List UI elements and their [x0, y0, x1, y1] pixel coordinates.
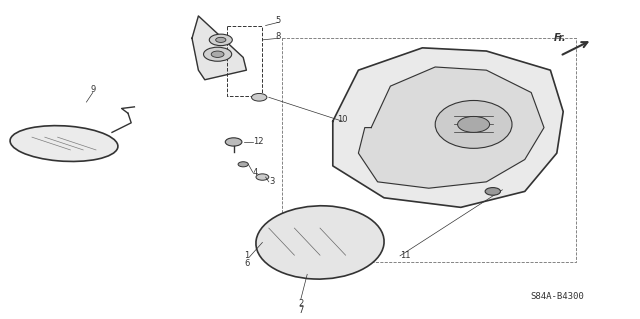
Text: 8: 8: [276, 32, 281, 41]
Ellipse shape: [256, 174, 269, 180]
Text: 10: 10: [337, 115, 348, 124]
Text: 5: 5: [276, 16, 281, 25]
Polygon shape: [333, 48, 563, 207]
Ellipse shape: [204, 47, 232, 61]
Ellipse shape: [458, 116, 490, 132]
Text: 3: 3: [269, 177, 274, 186]
Ellipse shape: [252, 93, 267, 101]
Text: 2: 2: [298, 299, 303, 308]
Ellipse shape: [238, 162, 248, 167]
Text: 11: 11: [400, 251, 410, 260]
Text: 9: 9: [90, 85, 95, 94]
Text: 4: 4: [253, 168, 258, 177]
Text: 7: 7: [298, 306, 303, 315]
Ellipse shape: [209, 34, 232, 46]
Ellipse shape: [256, 206, 384, 279]
Ellipse shape: [10, 126, 118, 161]
Text: 1: 1: [244, 251, 250, 260]
Ellipse shape: [225, 138, 242, 146]
Text: 12: 12: [253, 137, 263, 146]
Text: S84A-B4300: S84A-B4300: [530, 292, 584, 301]
Ellipse shape: [211, 51, 224, 57]
Ellipse shape: [485, 188, 500, 195]
Ellipse shape: [216, 37, 226, 42]
Ellipse shape: [435, 100, 512, 148]
Text: Fr.: Fr.: [554, 33, 566, 43]
Text: 6: 6: [244, 259, 250, 268]
Polygon shape: [192, 16, 246, 80]
Polygon shape: [358, 67, 544, 188]
